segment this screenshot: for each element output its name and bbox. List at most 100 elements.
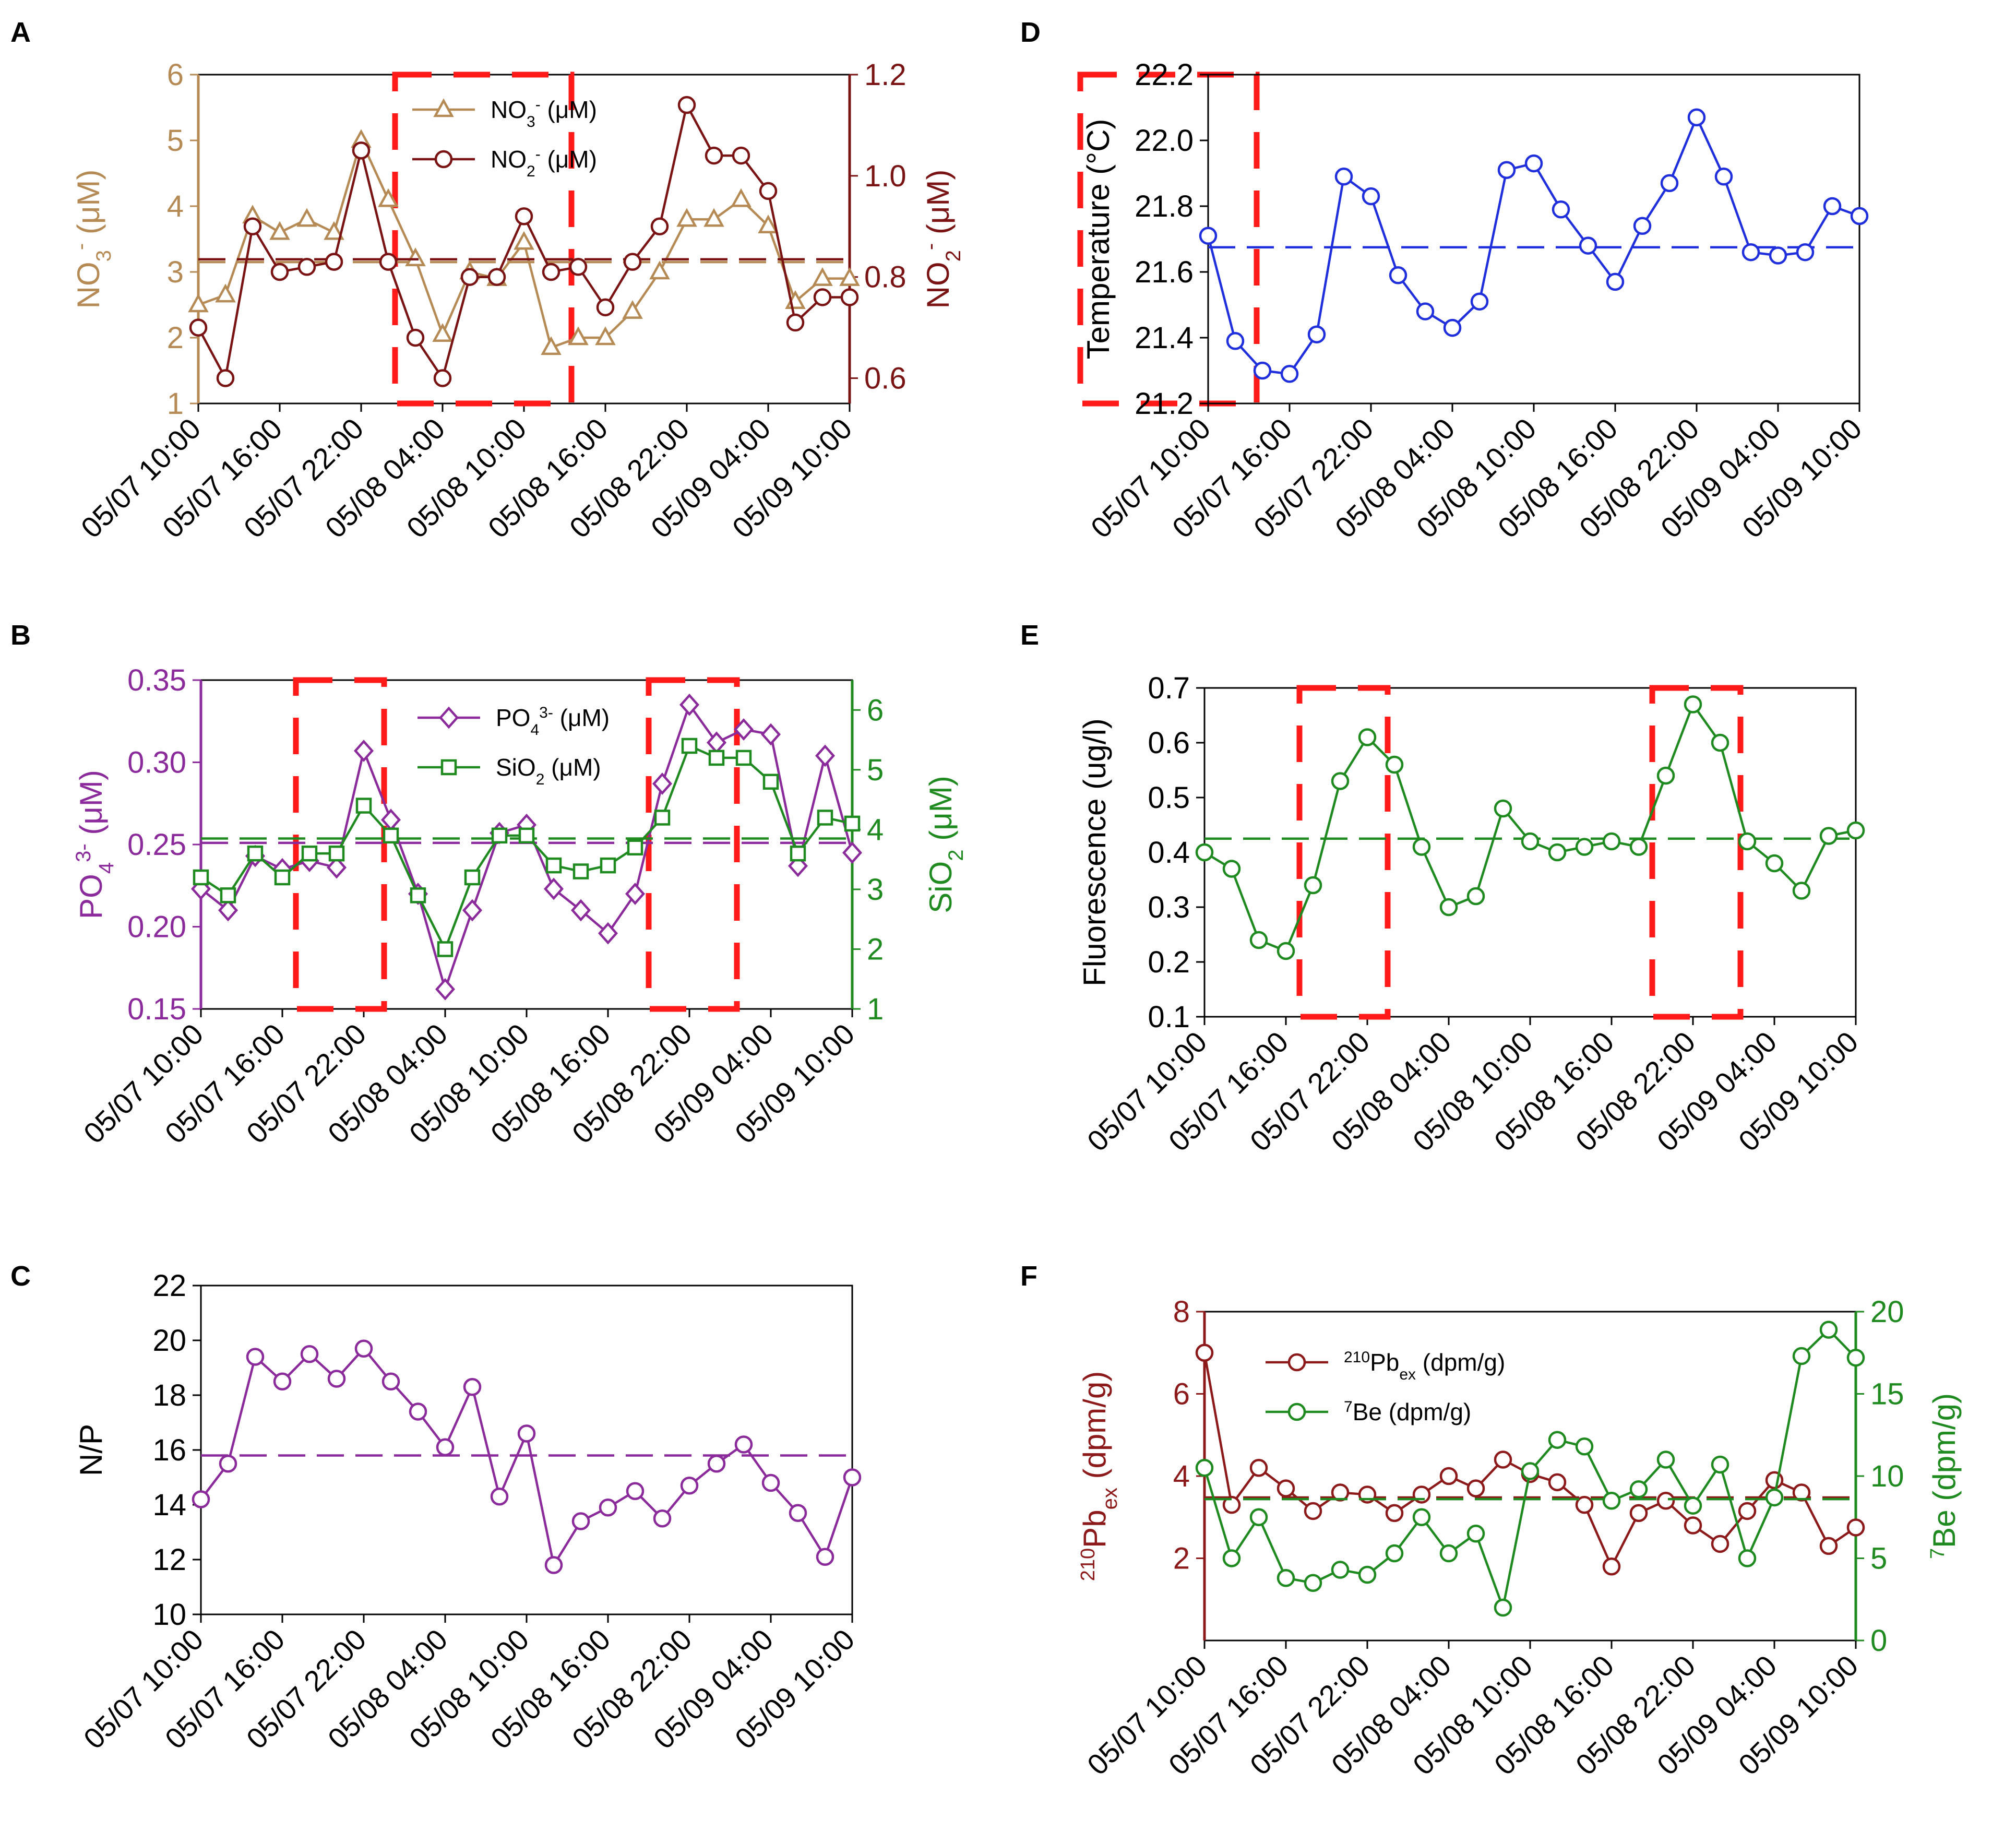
y2-axis-title: SiO2 (μM): [923, 776, 968, 913]
data-point: [732, 146, 750, 165]
y2-title-base: NO: [921, 261, 956, 308]
data-point: [1494, 1450, 1512, 1469]
data-point: [1331, 1561, 1350, 1579]
y2-tick-label: 10: [1870, 1459, 1904, 1493]
data-point: [517, 1424, 536, 1443]
panel-label-C: C: [10, 1261, 31, 1292]
data-point: [1846, 821, 1865, 840]
data-point: [1823, 197, 1842, 216]
data-point: [460, 268, 479, 286]
data-point: [789, 1504, 807, 1522]
highlight-window: [392, 72, 575, 407]
data-point: [1738, 1502, 1757, 1520]
data-point: [462, 899, 483, 922]
data-point: [1684, 1496, 1702, 1515]
data-point: [652, 772, 673, 795]
data-point: [1494, 1598, 1512, 1617]
y1-title-rest: (dpm/g): [1077, 1371, 1112, 1488]
data-point: [463, 1378, 482, 1396]
y1-tick-label: 2: [1173, 1542, 1190, 1576]
data-point: [1629, 1480, 1648, 1499]
legend-base: PO: [496, 704, 530, 731]
panel-label-B: B: [10, 620, 31, 651]
y1-title-sub: 3: [92, 250, 115, 261]
y1-title-rest: (μM): [74, 770, 109, 843]
data-point: [572, 863, 589, 879]
highlight-window: [1649, 685, 1744, 1020]
y1-tick-label: 0.4: [1148, 836, 1190, 870]
y2-tick-label: 6: [867, 693, 884, 727]
y2-title-base: Be (dpm/g): [1927, 1393, 1962, 1548]
legend-rest: (μM): [541, 146, 597, 173]
data-point: [297, 258, 316, 276]
y1-title-presup: 210: [1077, 1548, 1099, 1581]
data-point: [1249, 1508, 1268, 1526]
data-point: [815, 744, 836, 767]
y1-tick-label: 0.5: [1148, 781, 1190, 815]
data-point: [758, 215, 779, 234]
data-point: [1579, 236, 1597, 255]
data-point: [1687, 108, 1706, 127]
data-point: [1439, 898, 1458, 917]
data-point: [188, 293, 209, 313]
data-point: [707, 1455, 726, 1473]
data-point: [1606, 272, 1625, 291]
data-point: [598, 922, 618, 945]
legend-marker: [434, 150, 453, 169]
y1-tick-label: 22.0: [1135, 124, 1194, 158]
data-point: [1389, 266, 1407, 284]
data-point: [625, 883, 646, 905]
legend-presup: 210: [1344, 1349, 1370, 1366]
data-point: [1222, 860, 1241, 878]
data-point: [1334, 168, 1353, 186]
y1-tick-label: 20: [152, 1324, 186, 1358]
data-point: [650, 217, 669, 236]
data-point: [1497, 161, 1516, 179]
highlight-window: [1077, 72, 1260, 407]
y2-tick-label: 0: [1870, 1624, 1887, 1658]
data-point: [705, 146, 723, 165]
data-point: [435, 978, 456, 1001]
data-point: [1656, 1450, 1675, 1469]
data-point: [1633, 217, 1652, 235]
data-point: [1195, 1343, 1214, 1362]
data-point: [545, 857, 562, 874]
data-point: [436, 1438, 455, 1456]
y2-title-rest: (μM): [921, 170, 956, 243]
plot-frame: [200, 1285, 853, 1615]
data-point: [1602, 1492, 1621, 1510]
legend-sub: 3: [527, 113, 535, 130]
panel-label-D: D: [1020, 17, 1041, 48]
data-point: [1439, 1467, 1458, 1485]
data-point: [570, 899, 591, 922]
data-point: [409, 1402, 427, 1421]
data-point: [541, 336, 562, 355]
y1-tick-label: 0.1: [1148, 1000, 1190, 1034]
y1-title-base: Pb: [1077, 1509, 1112, 1548]
y1-tick-label: 0.15: [127, 992, 186, 1026]
data-point: [1470, 292, 1489, 311]
data-point: [192, 1490, 210, 1508]
legend-label: 210Pbex (dpm/g): [1344, 1349, 1505, 1383]
data-point: [219, 1455, 237, 1473]
y2-title-sup: -: [919, 243, 942, 250]
y2-tick-label: 1: [867, 992, 884, 1026]
data-point: [1466, 1479, 1485, 1497]
data-point: [487, 268, 506, 286]
data-point: [1385, 1544, 1404, 1563]
legend-sup: -: [535, 96, 541, 113]
data-point: [1741, 243, 1760, 261]
data-point: [437, 941, 454, 957]
legend-sup: -: [535, 146, 541, 163]
data-point: [1792, 1483, 1811, 1502]
data-point: [1792, 1347, 1811, 1365]
legend-presup: 7: [1344, 1398, 1353, 1416]
data-point: [1195, 1459, 1214, 1477]
data-point: [622, 300, 643, 319]
legend-sub: 2: [527, 163, 535, 180]
y2-tick-label: 5: [867, 753, 884, 787]
data-point: [1331, 772, 1350, 790]
data-point: [381, 1372, 400, 1390]
panel-label-E: E: [1020, 620, 1039, 651]
